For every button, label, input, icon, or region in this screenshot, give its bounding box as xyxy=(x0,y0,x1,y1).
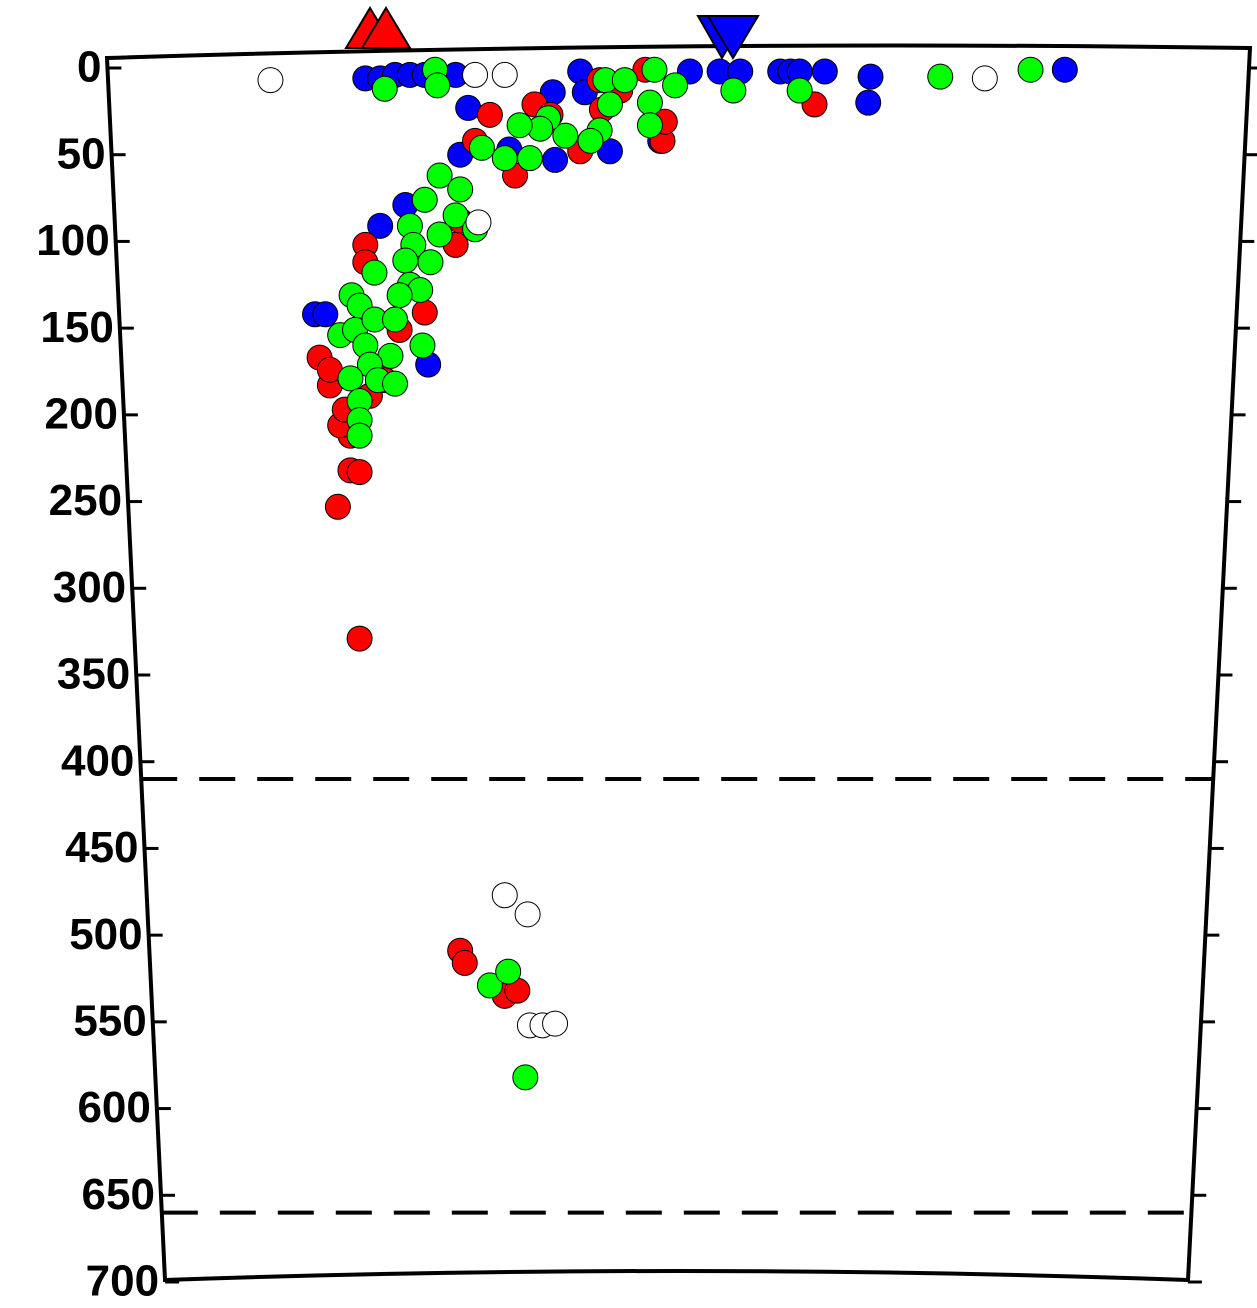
event-point xyxy=(426,162,453,189)
y-tick-label: 0 xyxy=(77,43,101,92)
event-point xyxy=(636,89,663,116)
event-point xyxy=(382,370,409,397)
volcano-triangle xyxy=(360,6,412,49)
event-point xyxy=(506,112,533,139)
event-point xyxy=(512,1064,539,1091)
event-point xyxy=(346,625,373,652)
event-point xyxy=(409,332,436,359)
event-point xyxy=(411,299,438,326)
event-point xyxy=(346,422,373,449)
event-point xyxy=(542,146,569,173)
event-point xyxy=(855,89,882,116)
event-point xyxy=(857,63,884,90)
event-point xyxy=(426,221,453,248)
event-point xyxy=(257,67,284,94)
event-point xyxy=(1017,56,1044,83)
event-point xyxy=(927,63,954,90)
event-point xyxy=(476,972,503,999)
y-tick-label: 700 xyxy=(86,1257,159,1306)
event-point xyxy=(811,58,838,85)
event-point xyxy=(720,77,747,104)
event-point xyxy=(411,186,438,213)
trench-triangle xyxy=(706,15,760,60)
event-point xyxy=(514,901,541,928)
event-point xyxy=(542,1010,569,1037)
event-point xyxy=(361,259,388,286)
event-point xyxy=(1051,56,1078,83)
event-point xyxy=(312,301,339,328)
event-point xyxy=(451,949,478,976)
volcano-markers xyxy=(344,6,760,61)
event-point xyxy=(468,134,495,161)
event-point xyxy=(491,145,518,172)
event-point xyxy=(346,459,373,486)
y-tick-label: 100 xyxy=(36,216,109,265)
event-point xyxy=(382,306,409,333)
event-point xyxy=(447,176,474,203)
y-tick-label: 650 xyxy=(82,1170,155,1219)
event-point xyxy=(491,61,518,88)
event-point xyxy=(455,94,482,121)
y-tick-label: 400 xyxy=(61,736,134,785)
y-tick-label: 50 xyxy=(57,129,106,178)
event-point xyxy=(462,61,489,88)
y-tick-label: 250 xyxy=(49,476,122,525)
event-point xyxy=(971,65,998,92)
y-tick-label: 450 xyxy=(65,823,138,872)
event-point xyxy=(371,75,398,102)
y-tick-label: 600 xyxy=(77,1083,150,1132)
event-point xyxy=(386,282,413,309)
event-point xyxy=(636,112,663,139)
y-tick-label: 200 xyxy=(45,389,118,438)
y-tick-label: 500 xyxy=(69,910,142,959)
event-point xyxy=(324,493,351,520)
event-point xyxy=(641,56,668,83)
y-tick-label: 550 xyxy=(73,996,146,1045)
event-point xyxy=(367,212,394,239)
event-point xyxy=(611,67,638,94)
event-point xyxy=(476,101,503,128)
y-tick-label: 300 xyxy=(53,563,126,612)
event-point xyxy=(417,249,444,276)
event-point xyxy=(577,127,604,154)
event-point xyxy=(465,209,492,236)
event-point xyxy=(392,247,419,274)
y-tick-label: 350 xyxy=(57,650,130,699)
event-point xyxy=(786,77,813,104)
plot-frame xyxy=(104,43,1253,1283)
y-tick-label: 150 xyxy=(40,303,113,352)
event-point xyxy=(491,882,518,909)
event-point xyxy=(424,72,451,99)
event-point xyxy=(596,91,623,118)
event-point xyxy=(337,365,364,392)
event-point xyxy=(495,958,522,985)
event-point xyxy=(552,122,579,149)
event-point xyxy=(516,145,543,172)
event-point xyxy=(662,72,689,99)
